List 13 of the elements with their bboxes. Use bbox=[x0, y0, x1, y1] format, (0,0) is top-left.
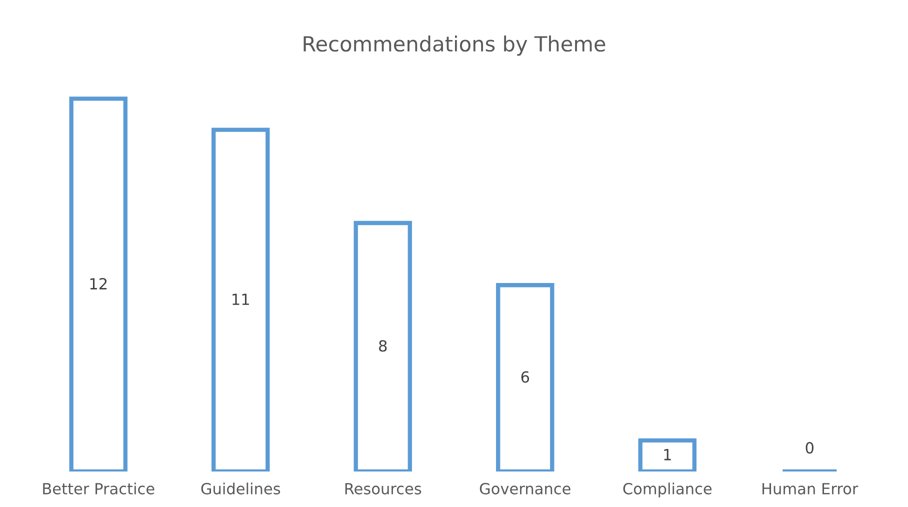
x-tick-label: Compliance bbox=[623, 482, 712, 498]
x-tick-label: Human Error bbox=[762, 483, 858, 494]
data-label: 6 bbox=[521, 371, 530, 383]
x-tick-label: Guidelines bbox=[201, 482, 280, 494]
data-label: 0 bbox=[806, 442, 814, 454]
data-label: 12 bbox=[90, 278, 107, 290]
chart-title: Recommendations by Theme bbox=[304, 36, 606, 56]
x-tick-label: Better Practice bbox=[43, 482, 154, 494]
data-label: 11 bbox=[232, 294, 249, 305]
data-label: 8 bbox=[379, 340, 387, 352]
data-label: 1 bbox=[664, 449, 671, 460]
x-tick-label: Governance bbox=[480, 482, 570, 494]
x-tick-label: Resources bbox=[345, 483, 422, 494]
